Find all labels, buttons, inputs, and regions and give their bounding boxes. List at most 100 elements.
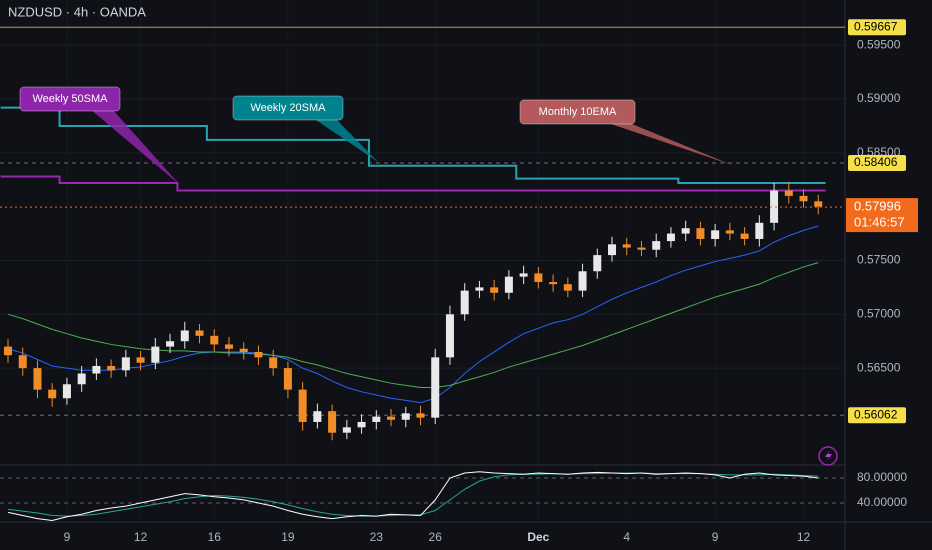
candle-body [121, 357, 130, 371]
candle-body [33, 368, 42, 390]
callout-arrow [605, 122, 732, 165]
candle-body [696, 228, 705, 239]
x-tick-label: 19 [281, 530, 295, 544]
candle-body [740, 233, 749, 239]
y-tick-label: 0.59500 [857, 37, 901, 51]
callout-arrow [313, 118, 378, 162]
candle-body [92, 365, 101, 374]
level-box [848, 407, 906, 424]
candle-body [342, 427, 351, 433]
ma-line [7, 225, 819, 404]
x-tick-label: 9 [64, 530, 71, 544]
candle-body [490, 287, 499, 293]
candle-body [210, 335, 219, 345]
countdown-label: 01:46:57 [854, 215, 905, 230]
candle-body [107, 365, 116, 371]
candle-body [445, 314, 454, 358]
x-tick-label: 12 [797, 530, 811, 544]
x-tick-label: 4 [623, 530, 630, 544]
candle-body [151, 346, 160, 363]
candle-body [475, 287, 484, 291]
candle-body [18, 355, 27, 369]
candle-body [357, 421, 366, 428]
y-tick-label: 0.57500 [857, 253, 901, 267]
candle-body [652, 241, 661, 250]
x-tick-label: 9 [712, 530, 719, 544]
last-price-box [846, 198, 918, 233]
x-tick-label: Dec [527, 530, 549, 544]
candle-body [711, 230, 720, 239]
candle-body [563, 284, 572, 291]
main-pane: Weekly 50SMA Weekly 20SMA Monthly 10EMA [0, 26, 845, 441]
candle-body [504, 276, 513, 293]
candle-body [725, 230, 734, 234]
candle-body [62, 384, 71, 399]
candle-body [460, 290, 469, 315]
step-line [0, 175, 826, 192]
candle-body [239, 348, 248, 352]
candle-body [224, 344, 233, 349]
candle-body [431, 357, 440, 418]
candle-body [166, 341, 175, 347]
y-tick-label: 0.57000 [857, 306, 901, 320]
candle-body [578, 271, 587, 291]
callout-box [232, 95, 344, 121]
candle-body [283, 368, 292, 390]
x-tick-label: 12 [134, 530, 148, 544]
candle-body [372, 416, 381, 422]
level-label: 0.58406 [854, 155, 898, 169]
step-line [0, 106, 826, 184]
candle-body [77, 373, 86, 385]
x-tick-label: 26 [429, 530, 443, 544]
level-label: 0.59667 [854, 19, 898, 33]
price-axis: 0.595000.590000.585000.575000.570000.565… [846, 19, 918, 509]
ma-line [7, 262, 819, 388]
last-price-label: 0.57996 [854, 199, 901, 214]
candle-body [814, 201, 823, 207]
x-tick-label: 16 [208, 530, 222, 544]
callout-label: Weekly 20SMA [251, 102, 327, 114]
candle-body [298, 389, 307, 422]
candle-body [549, 282, 558, 285]
alert-bolt [825, 450, 832, 462]
candle-body [328, 411, 337, 433]
level-box [848, 19, 906, 36]
oscillator-pane [0, 471, 845, 522]
candle-body [254, 351, 263, 358]
candle-body [401, 413, 410, 420]
callout-label: Weekly 50SMA [33, 93, 109, 105]
candle-body [608, 244, 617, 256]
level-box [848, 154, 906, 171]
osc-tick-label: 40.00000 [857, 495, 907, 509]
candle-body [799, 195, 808, 202]
candle-body [313, 411, 322, 422]
osc-tick-label: 80.00000 [857, 470, 907, 484]
candle-body [593, 255, 602, 272]
level-label: 0.56062 [854, 407, 898, 421]
candle-body [519, 273, 528, 277]
symbol-title: NZDUSD · 4h · OANDA [8, 4, 146, 19]
candle-body [755, 222, 764, 239]
callout-box [519, 99, 636, 125]
candle-body [622, 244, 631, 248]
candle-body [180, 330, 189, 342]
alert-icon[interactable] [818, 446, 838, 466]
candle-body [637, 247, 646, 250]
candle-body [4, 346, 12, 356]
candle-body [387, 416, 396, 420]
candle-body [534, 273, 543, 283]
callout-label: Monthly 10EMA [539, 106, 617, 118]
candle-body [666, 233, 675, 242]
candle-body [770, 190, 779, 223]
candle-body [269, 357, 278, 369]
y-tick-label: 0.56500 [857, 360, 901, 374]
y-tick-label: 0.59000 [857, 91, 901, 105]
callout-arrow [90, 109, 180, 185]
osc-line [7, 471, 819, 522]
candle-body [48, 389, 57, 399]
candle-body [784, 190, 793, 196]
candle-body [416, 413, 425, 418]
candle-body [681, 228, 690, 234]
